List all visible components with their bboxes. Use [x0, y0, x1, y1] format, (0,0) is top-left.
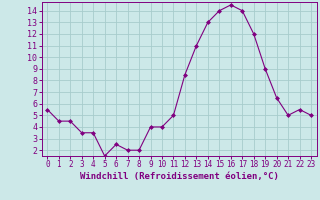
- X-axis label: Windchill (Refroidissement éolien,°C): Windchill (Refroidissement éolien,°C): [80, 172, 279, 181]
